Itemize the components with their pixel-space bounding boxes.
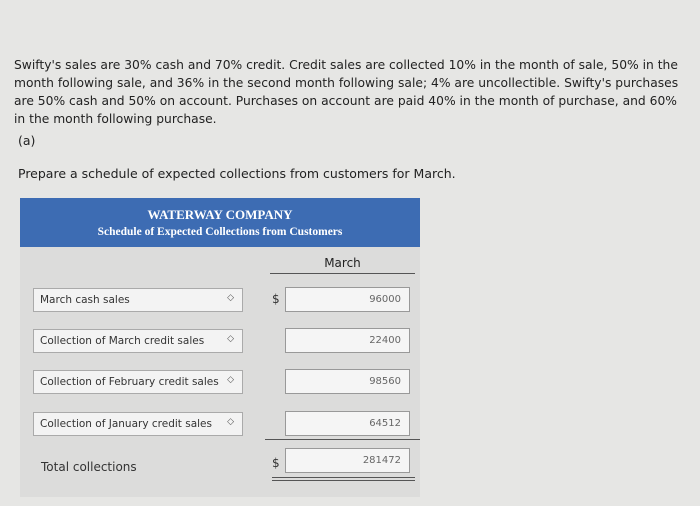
sum-rule — [265, 439, 420, 440]
problem-text: Swifty's sales are 30% cash and 70% cred… — [14, 58, 679, 126]
row-dropdown[interactable]: Collection of January credit sales ◇ — [33, 412, 243, 436]
row-label: March cash sales — [40, 294, 130, 306]
row-dropdown[interactable]: March cash sales ◇ — [33, 288, 243, 312]
total-label: Total collections — [41, 460, 137, 474]
currency: $ — [272, 456, 280, 470]
amount-input[interactable]: 98560 — [285, 369, 410, 394]
row-dropdown[interactable]: Collection of February credit sales ◇ — [33, 370, 243, 394]
currency: $ — [272, 292, 280, 306]
amount-input[interactable]: 96000 — [285, 287, 410, 312]
part-label: (a) — [18, 133, 36, 148]
double-rule — [272, 477, 415, 481]
prompt: Prepare a schedule of expected collectio… — [18, 166, 456, 181]
amount-input[interactable]: 64512 — [285, 411, 410, 436]
dropdown-caret: ◇ — [227, 293, 234, 303]
company-name: WATERWAY COMPANY — [147, 207, 293, 222]
column-header: March — [270, 256, 415, 274]
table-header: WATERWAY COMPANY Schedule of Expected Co… — [20, 198, 420, 247]
row-dropdown[interactable]: Collection of March credit sales ◇ — [33, 329, 243, 353]
total-input[interactable]: 281472 — [285, 448, 410, 473]
amount-input[interactable]: 22400 — [285, 328, 410, 353]
dropdown-caret: ◇ — [227, 375, 234, 385]
dropdown-caret: ◇ — [227, 417, 234, 427]
row-label: Collection of February credit sales — [40, 376, 219, 388]
row-label: Collection of January credit sales — [40, 418, 212, 430]
row-label: Collection of March credit sales — [40, 335, 205, 347]
dropdown-caret: ◇ — [227, 334, 234, 344]
schedule-title: Schedule of Expected Collections from Cu… — [97, 226, 343, 238]
